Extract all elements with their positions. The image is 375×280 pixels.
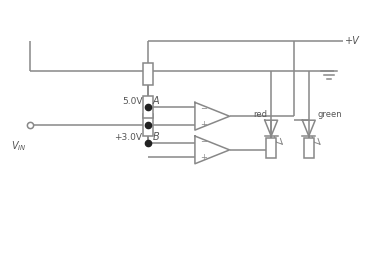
Text: red: red [253, 110, 267, 119]
Text: +: + [200, 153, 207, 162]
Text: −: − [200, 104, 207, 113]
Bar [304, 138, 314, 158]
Bar [144, 63, 153, 85]
Bar [266, 138, 276, 158]
Bar [144, 114, 153, 136]
Text: +V: +V [345, 36, 360, 46]
Text: 5.0V: 5.0V [122, 97, 142, 106]
Text: B: B [152, 132, 159, 142]
Text: −: − [200, 137, 207, 146]
Bar [144, 96, 153, 118]
Text: green: green [318, 110, 342, 119]
Text: $V_{IN}$: $V_{IN}$ [11, 139, 27, 153]
Text: A: A [152, 96, 159, 106]
Text: +: + [200, 120, 207, 129]
Text: +3.0V: +3.0V [114, 133, 142, 142]
